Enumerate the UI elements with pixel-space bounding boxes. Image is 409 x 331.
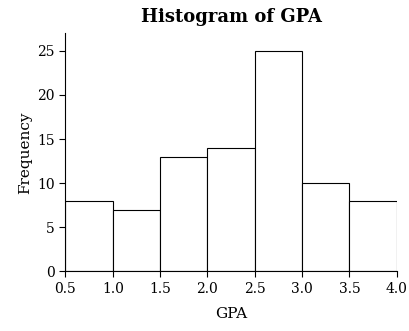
Bar — [207, 148, 255, 271]
Bar — [349, 201, 397, 271]
Bar — [65, 201, 113, 271]
Bar — [302, 183, 349, 271]
Bar — [113, 210, 160, 271]
Title: Histogram of GPA: Histogram of GPA — [141, 8, 321, 26]
Bar — [160, 157, 207, 271]
X-axis label: GPA: GPA — [215, 307, 247, 321]
Y-axis label: Frequency: Frequency — [18, 111, 32, 194]
Bar — [255, 51, 302, 271]
